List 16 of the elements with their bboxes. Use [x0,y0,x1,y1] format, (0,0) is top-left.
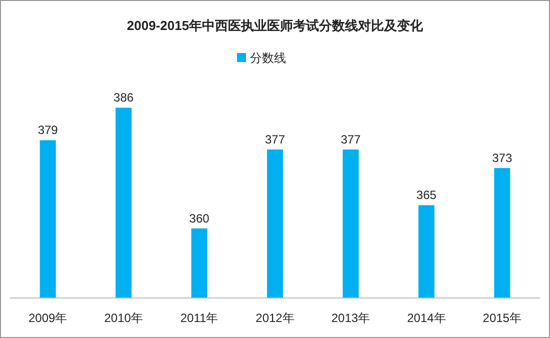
x-tick-label: 2013年 [331,311,370,325]
text: 2009-2015年中西医执业医师考试分数线对比及变化 [126,18,424,33]
data-label: 365 [416,188,437,202]
data-label: 377 [340,132,362,146]
x-tick-label: 2012年 [256,311,294,325]
data-label: 379 [38,123,58,138]
x-tick-label: 2015年 [482,311,522,325]
x-tick-label: 2014年 [407,311,446,325]
x-tick-label: 2011年 [180,311,218,325]
x-tick-label: 2010年 [104,311,143,325]
data-label: 373 [492,151,512,166]
data-label: 386 [114,90,134,105]
legend-label: 分数线 [250,51,286,65]
data-label: 360 [189,211,210,226]
data-label: 377 [264,132,286,146]
x-tick-label: 2009年 [28,311,68,325]
